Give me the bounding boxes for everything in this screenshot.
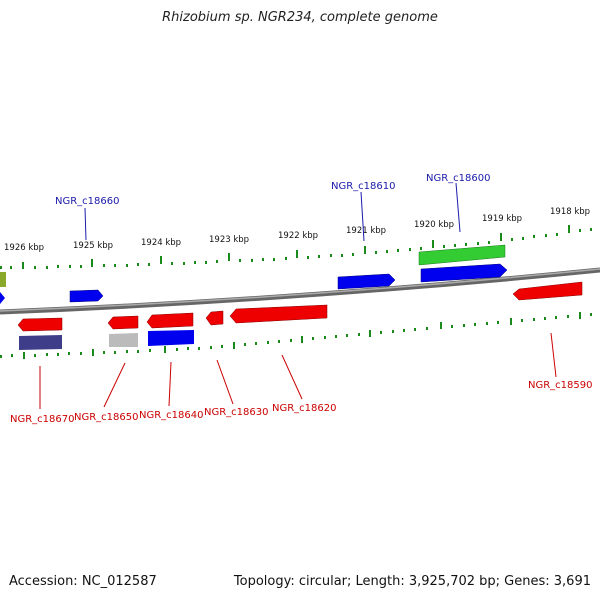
label-leaders-top <box>84 182 461 242</box>
ruler-label-1921: 1921 kbp <box>346 226 386 236</box>
gene-labels-bottom: NGR_c18670 NGR_c18650 NGR_c18640 NGR_c18… <box>10 380 593 425</box>
ruler-label-1920: 1920 kbp <box>414 220 454 230</box>
top-strand-genes <box>0 244 508 304</box>
gene-label-ngr-c18640[interactable]: NGR_c18640 <box>139 410 204 421</box>
gene-ngr-c18640[interactable] <box>146 312 194 329</box>
genome-title: Rhizobium sp. NGR234, complete genome <box>162 10 438 25</box>
gene-label-ngr-c18620[interactable]: NGR_c18620 <box>272 403 337 414</box>
ruler-label-1926: 1926 kbp <box>4 243 44 253</box>
bottom-strand-genes <box>17 281 583 350</box>
gene-label-ngr-c18600[interactable]: NGR_c18600 <box>426 173 491 184</box>
gene-ngr-c18660[interactable] <box>69 289 104 303</box>
gene-ngr-c18650[interactable] <box>107 315 139 330</box>
ruler-label-1918: 1918 kbp <box>550 207 590 217</box>
ruler-label-1919: 1919 kbp <box>482 214 522 224</box>
gene-ngr-c18670[interactable] <box>17 317 63 332</box>
gene-ngr-c18620[interactable] <box>229 304 328 324</box>
topology-text: Topology: circular; Length: 3,925,702 bp… <box>233 574 591 589</box>
gene-blue-edge[interactable] <box>0 292 5 304</box>
gene-green-edge[interactable] <box>0 272 6 287</box>
ruler-upper-ticks <box>0 225 592 269</box>
gene-ngr-c18630[interactable] <box>205 310 224 326</box>
gene-label-ngr-c18670[interactable]: NGR_c18670 <box>10 414 75 425</box>
label-leaders-bottom <box>39 332 557 409</box>
gene-ngr-c18610[interactable] <box>337 273 396 290</box>
gene-labels-top: NGR_c18660 NGR_c18610 NGR_c18600 <box>55 173 491 207</box>
gene-ngr-c18640-blue[interactable] <box>148 330 194 346</box>
gene-ngr-c18670-pseudo[interactable] <box>19 335 62 350</box>
gene-label-ngr-c18590[interactable]: NGR_c18590 <box>528 380 593 391</box>
ruler-label-1922: 1922 kbp <box>278 231 318 241</box>
gene-label-ngr-c18630[interactable]: NGR_c18630 <box>204 407 269 418</box>
ruler-label-1923: 1923 kbp <box>209 235 249 245</box>
ruler-label-1925: 1925 kbp <box>73 241 113 251</box>
gene-ngr-c18650-other[interactable] <box>109 333 138 347</box>
gene-ngr-c18600-rna[interactable] <box>418 244 506 266</box>
gene-label-ngr-c18660[interactable]: NGR_c18660 <box>55 196 120 207</box>
gene-ngr-c18600[interactable] <box>420 263 508 283</box>
gene-ngr-c18590[interactable] <box>512 281 583 301</box>
ruler-lower-ticks <box>0 312 592 359</box>
ruler-labels: 1926 kbp 1925 kbp 1924 kbp 1923 kbp 1922… <box>4 207 590 253</box>
genome-backbone <box>0 267 600 315</box>
ruler-label-1924: 1924 kbp <box>141 238 181 248</box>
accession-text: Accession: NC_012587 <box>9 574 157 589</box>
gene-label-ngr-c18610[interactable]: NGR_c18610 <box>331 181 396 192</box>
gene-label-ngr-c18650[interactable]: NGR_c18650 <box>74 412 139 423</box>
